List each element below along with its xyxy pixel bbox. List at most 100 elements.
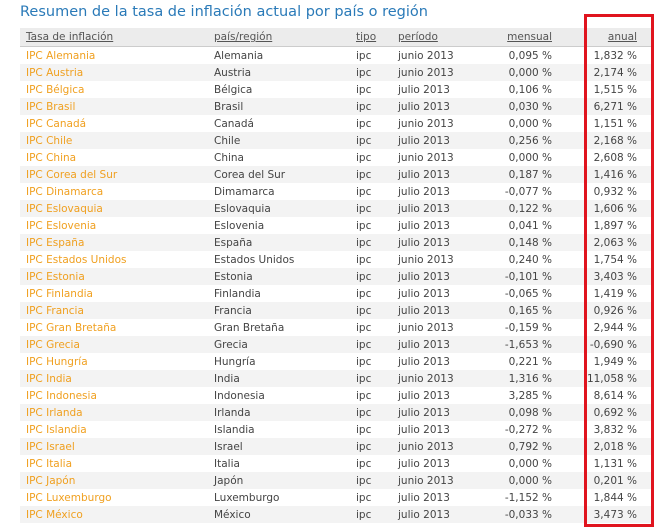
cell: ipc [356,83,372,96]
column-header[interactable]: Tasa de inflación [20,28,208,47]
rate-link[interactable]: IPC Brasil [20,98,208,115]
rate-link[interactable]: IPC Indonesia [26,389,97,402]
table-row: IPC Bélgica Bélgica ipc julio 2013 0,106 % 1,… [20,81,652,98]
table-body: IPC Alemania Alemania ipc junio 2013 0,095 %… [20,47,652,523]
rate-link[interactable]: IPC México [20,506,208,523]
cell: 1,416 % [558,166,652,183]
cell: Indonesia [214,389,265,402]
rate-link[interactable]: IPC Eslovaquia [20,200,208,217]
cell: 3,285 % [508,389,552,402]
rate-link[interactable]: IPC Islandia [26,423,87,436]
cell: 1,316 % [470,370,558,387]
rate-link[interactable]: IPC Canadá [26,117,87,130]
cell: 1,897 % [593,219,637,232]
cell: ipc [350,302,392,319]
cell: 0,106 % [508,83,552,96]
cell: ipc [356,49,372,62]
rate-link[interactable]: IPC Estados Unidos [26,253,127,266]
cell: ipc [356,457,372,470]
rate-link[interactable]: IPC España [20,234,208,251]
rate-link[interactable]: IPC China [26,151,77,164]
cell: Estonia [208,268,350,285]
rate-link[interactable]: IPC Dinamarca [26,185,104,198]
cell: 3,473 % [558,506,652,523]
rate-link[interactable]: IPC Israel [20,438,208,455]
rate-link[interactable]: IPC Corea del Sur [20,166,208,183]
cell: ipc [350,234,392,251]
cell: ipc [356,219,372,232]
cell: julio 2013 [398,185,450,198]
cell: julio 2013 [398,389,450,402]
table-row: IPC Austria Austria ipc junio 2013 0,000 % 2,… [20,64,652,81]
rate-link[interactable]: IPC Luxemburgo [26,491,112,504]
cell: ipc [350,370,392,387]
rate-link[interactable]: IPC Eslovenia [26,219,97,232]
table-row: IPC Francia Francia ipc julio 2013 0,165 % 0,… [20,302,652,319]
rate-link[interactable]: IPC Italia [26,457,73,470]
cell: junio 2013 [398,117,454,130]
cell: 2,944 % [593,321,637,334]
rate-link[interactable]: IPC Chile [20,132,208,149]
rate-link[interactable]: IPC India [20,370,208,387]
rate-link[interactable]: IPC Bélgica [26,83,85,96]
cell: julio 2013 [392,166,470,183]
cell: julio 2013 [392,336,470,353]
cell: España [208,234,350,251]
cell: Chile [208,132,350,149]
table-row: IPC Corea del Sur Corea del Sur ipc julio 2… [20,166,652,183]
column-header[interactable]: mensual [470,28,558,47]
cell: ipc [350,166,392,183]
rate-link[interactable]: IPC Francia [20,302,208,319]
column-header[interactable]: tipo [350,28,392,47]
cell: ipc [356,491,372,504]
title: Resumen de la tasa de inflación actual p… [20,4,428,20]
cell: ipc [350,64,392,81]
cell: junio 2013 [392,438,470,455]
cell: julio 2013 [398,355,450,368]
cell: julio 2013 [392,200,470,217]
rate-link[interactable]: IPC Finlandia [26,287,93,300]
cell: junio 2013 [392,472,470,489]
cell: julio 2013 [392,268,470,285]
cell: julio 2013 [392,302,470,319]
rate-link[interactable]: IPC Alemania [26,49,96,62]
cell: 0,932 % [593,185,637,198]
cell: -0,159 % [504,321,552,334]
table-row: IPC India India ipc junio 2013 1,316 % 11,058… [20,370,652,387]
cell: -0,033 % [470,506,558,523]
cell: Israel [208,438,350,455]
cell: 0,165 % [470,302,558,319]
table-row: IPC Islandia Islandia ipc julio 2013 -0,272 … [20,421,652,438]
cell: 0,926 % [558,302,652,319]
table-row: IPC Irlanda Irlanda ipc julio 2013 0,098 % 0,… [20,404,652,421]
rate-link[interactable]: IPC Estonia [20,268,208,285]
table-row: IPC Brasil Brasil ipc julio 2013 0,030 % 6,27… [20,98,652,115]
rate-link[interactable]: IPC Hungría [26,355,88,368]
cell: junio 2013 [392,370,470,387]
cell: julio 2013 [398,457,450,470]
cell: 2,608 % [593,151,637,164]
cell: Islandia [214,423,255,436]
cell: ipc [356,117,372,130]
cell: Luxemburgo [214,491,280,504]
column-header[interactable]: anual [558,28,652,47]
cell: Canadá [214,117,254,130]
rate-link[interactable]: IPC Grecia [20,336,208,353]
cell: 0,000 % [508,151,552,164]
cell: julio 2013 [398,219,450,232]
column-header[interactable]: período [392,28,470,47]
cell: -1,152 % [504,491,552,504]
cell: -0,101 % [470,268,558,285]
rate-link[interactable]: IPC Gran Bretaña [26,321,117,334]
rate-link[interactable]: IPC Japón [20,472,208,489]
cell: 0,095 % [508,49,552,62]
cell: -0,077 % [504,185,552,198]
rate-link[interactable]: IPC Irlanda [20,404,208,421]
cell: junio 2013 [398,253,454,266]
rate-link[interactable]: IPC Austria [20,64,208,81]
cell: Bélgica [214,83,253,96]
column-header[interactable]: país/región [208,28,350,47]
cell: 1,832 % [593,49,637,62]
cell: Eslovaquia [208,200,350,217]
table-row: IPC Grecia Grecia ipc julio 2013 -1,653 % -0,… [20,336,652,353]
